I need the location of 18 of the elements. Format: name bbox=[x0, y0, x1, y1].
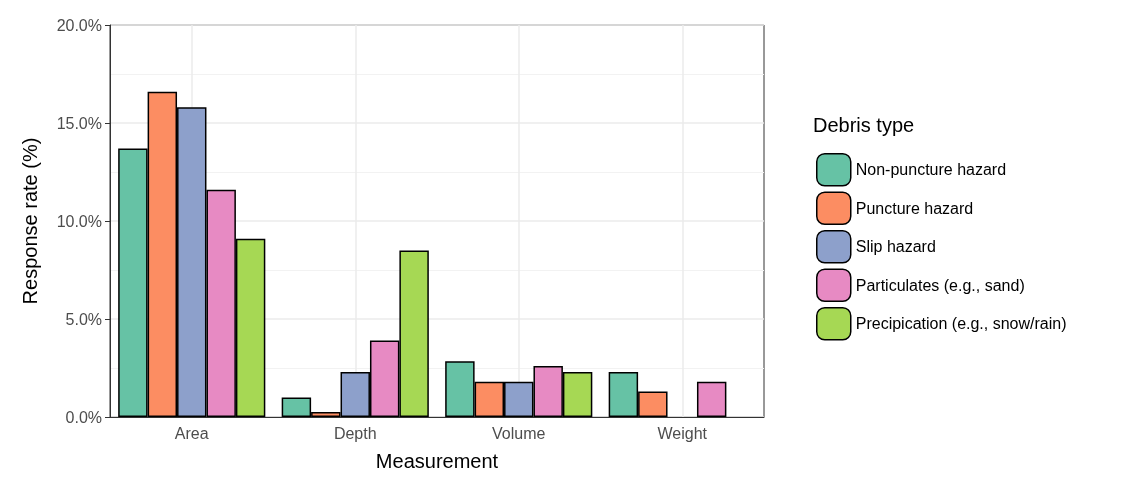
y-tick-label: 20.0% bbox=[56, 16, 102, 34]
y-tick-label: 10.0% bbox=[56, 212, 102, 230]
x-tick-label: Weight bbox=[657, 424, 708, 442]
x-axis-title: Measurement bbox=[375, 450, 499, 472]
y-tick-label: 0.0% bbox=[65, 408, 102, 426]
y-axis-title: Response rate (%) bbox=[19, 137, 41, 305]
legend-label: Precipication (e.g., snow/rain) bbox=[855, 315, 1067, 333]
legend-label: Puncture hazard bbox=[855, 199, 974, 217]
y-tick-label: 15.0% bbox=[56, 114, 102, 132]
x-tick-label: Area bbox=[174, 424, 209, 442]
legend-label: Non-puncture hazard bbox=[855, 161, 1007, 179]
bar bbox=[696, 381, 727, 417]
legend-label: Particulates (e.g., sand) bbox=[855, 276, 1025, 294]
x-tick-label: Volume bbox=[492, 424, 546, 442]
y-tick-label: 5.0% bbox=[65, 310, 102, 328]
legend-title: Debris type bbox=[813, 114, 915, 136]
x-tick-label: Depth bbox=[333, 424, 377, 442]
legend-label: Slip hazard bbox=[855, 238, 936, 256]
